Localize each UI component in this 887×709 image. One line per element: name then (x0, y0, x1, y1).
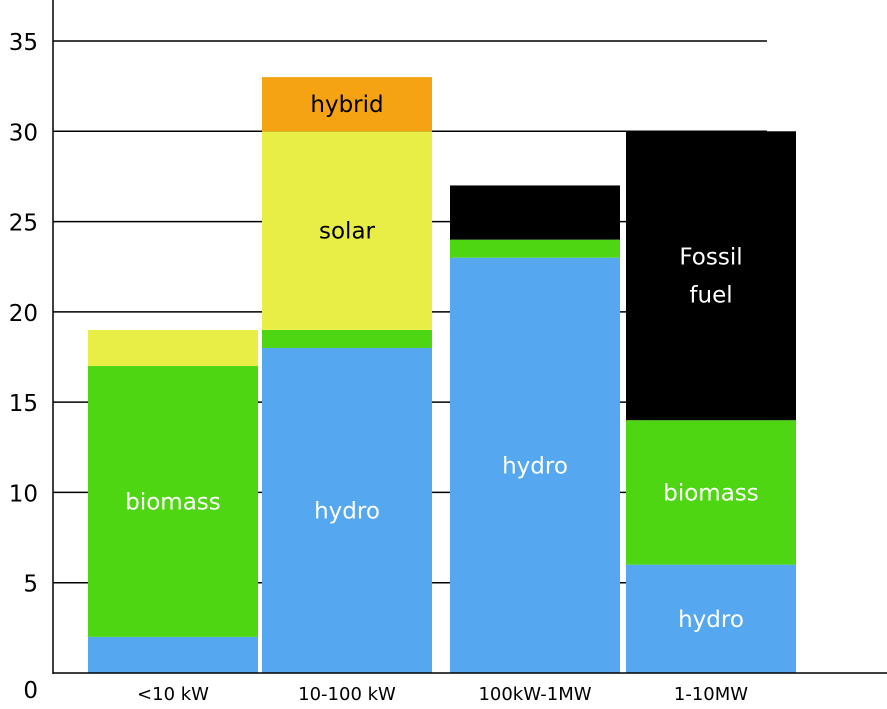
y-tick-label: 30 (9, 120, 38, 146)
segment-label-biomass: biomass (663, 480, 759, 506)
y-tick-label: 5 (23, 572, 38, 598)
bar-stack: hydro biomass Fossil fuel (626, 131, 796, 673)
segment-label-hydro: hydro (502, 453, 568, 479)
y-tick-labels: 0 5 10 15 20 25 30 35 (9, 30, 38, 704)
segment-label-hydro: hydro (314, 498, 380, 524)
bar-segment-biomass (88, 366, 258, 637)
bar-segment-hydro (88, 636, 258, 673)
bar-segment-biomass (262, 329, 432, 348)
bar-segment-hydro (626, 564, 796, 673)
segment-label-fossil: Fossil fuel (679, 245, 742, 309)
bar-segment-hydro (262, 347, 432, 673)
bar-stack: hydro (450, 185, 620, 673)
segment-label-hydro: hydro (678, 607, 744, 633)
bar-segment-fossil (450, 185, 620, 240)
y-tick-label: 35 (9, 30, 38, 56)
bar-segment-biomass (450, 239, 620, 258)
y-tick-label: 25 (9, 211, 38, 237)
bars: biomass hydro solar hybrid hydro hydro biomass… (88, 77, 796, 673)
x-tick-label: <10 kW (137, 684, 209, 705)
bar-segment-hybrid (262, 77, 432, 132)
x-tick-labels: <10 kW 10-100 kW 100kW-1MW 1-10MW (137, 684, 748, 705)
x-tick-label: 10-100 kW (298, 684, 396, 705)
x-tick-label: 1-10MW (674, 684, 748, 705)
bar-segment-solar (88, 329, 258, 367)
y-tick-label: 10 (9, 481, 38, 507)
bar-stack: biomass (88, 329, 258, 673)
segment-label-solar: solar (319, 219, 376, 245)
y-tick-label: 0 (23, 678, 38, 704)
segment-label-biomass: biomass (125, 489, 221, 515)
bar-segment-biomass (626, 420, 796, 565)
y-tick-label: 20 (9, 301, 38, 327)
bar-segment-hydro (450, 257, 620, 673)
bar-segment-solar (262, 131, 432, 330)
bar-stack: hydro solar hybrid (262, 77, 432, 673)
y-tick-label: 15 (9, 391, 38, 417)
bar-segment-fossil (626, 131, 796, 421)
x-tick-label: 100kW-1MW (478, 684, 591, 705)
segment-label-hybrid: hybrid (310, 92, 383, 118)
